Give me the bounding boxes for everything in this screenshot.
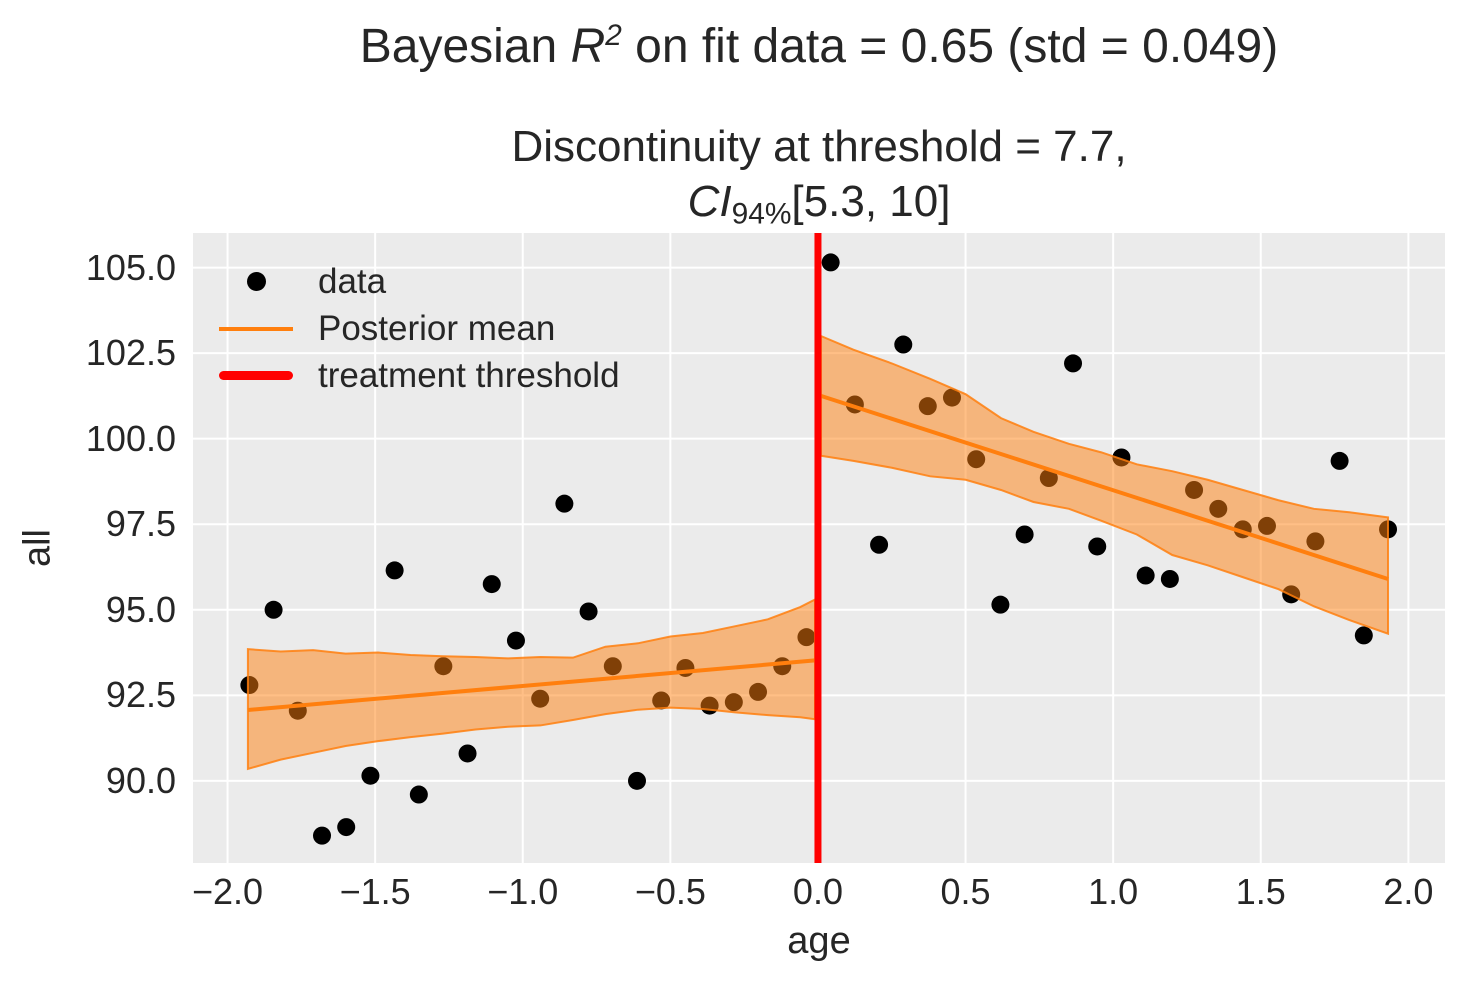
legend-item-treatment-threshold: treatment threshold [219, 352, 620, 399]
legend-item-data: data [219, 258, 620, 305]
data-point [1015, 525, 1034, 544]
x-tick-label: 2.0 [1383, 871, 1434, 912]
x-tick-label: 0.5 [940, 871, 991, 912]
x-tick-label: −0.5 [634, 871, 706, 912]
figure-title-rest: on fit data = 0.65 (std = 0.049) [621, 20, 1279, 73]
figure-title-text: Bayesian [359, 20, 571, 73]
x-tick-label: −1.0 [487, 871, 559, 912]
y-tick-label: 90.0 [105, 759, 176, 801]
legend-label: data [318, 261, 387, 301]
data-point [628, 771, 647, 790]
data-point [361, 766, 380, 785]
data-point [1160, 569, 1179, 588]
y-tick-label: 100.0 [85, 417, 176, 459]
data-point [506, 631, 525, 650]
data-point [870, 535, 889, 554]
x-tick-label: 1.0 [1088, 871, 1139, 912]
data-point [1064, 354, 1083, 373]
data-point [579, 602, 598, 621]
data-point [264, 600, 283, 619]
y-tick-label: 102.5 [85, 332, 176, 374]
ci-interval: [5.3, 10] [791, 177, 951, 226]
axes-title: Discontinuity at threshold = 7.7, CI94%[… [193, 119, 1445, 241]
data-point [821, 253, 840, 272]
data-point [991, 595, 1010, 614]
data-point [313, 826, 332, 845]
data-point [337, 818, 356, 837]
y-tick-label: 95.0 [105, 588, 176, 630]
legend-label: treatment threshold [318, 355, 620, 395]
x-tick-label: 1.5 [1235, 871, 1286, 912]
data-point [1088, 537, 1107, 556]
figure-title: Bayesian R2 on fit data = 0.65 (std = 0.… [193, 19, 1445, 74]
axes-title-line2: CI94%[5.3, 10] [193, 174, 1445, 241]
r-squared-symbol: R2 [570, 19, 622, 73]
data-point [1136, 566, 1155, 585]
data-point [458, 744, 477, 763]
legend-label: Posterior mean [318, 308, 556, 348]
data-point [385, 561, 404, 580]
axes-title-line1: Discontinuity at threshold = 7.7, [511, 122, 1127, 171]
data-marker-icon [219, 272, 293, 291]
threshold-line-icon [219, 371, 293, 380]
ci-symbol: CI [687, 177, 732, 226]
x-tick-label: −2.0 [191, 871, 264, 912]
data-point [1330, 451, 1349, 470]
y-tick-label: 92.5 [105, 674, 176, 716]
data-point [894, 335, 913, 354]
ci-level: 94% [731, 197, 792, 231]
posterior-mean-line-icon [219, 326, 293, 331]
data-point [409, 785, 428, 804]
y-tick-label: 105.0 [85, 246, 176, 288]
posterior-mean-line [820, 393, 1389, 581]
x-tick-label: 0.0 [792, 871, 843, 912]
posterior-mean-line [247, 658, 816, 713]
x-tick-label: −1.5 [339, 871, 411, 912]
data-point [482, 575, 501, 594]
ci-band [819, 334, 1390, 636]
data-point [1354, 626, 1373, 645]
legend: data Posterior mean treatment threshold [219, 258, 620, 399]
x-axis-label: age [787, 920, 851, 962]
legend-item-posterior-mean: Posterior mean [219, 305, 620, 352]
y-tick-label: 97.5 [105, 503, 176, 545]
data-point [555, 494, 574, 513]
